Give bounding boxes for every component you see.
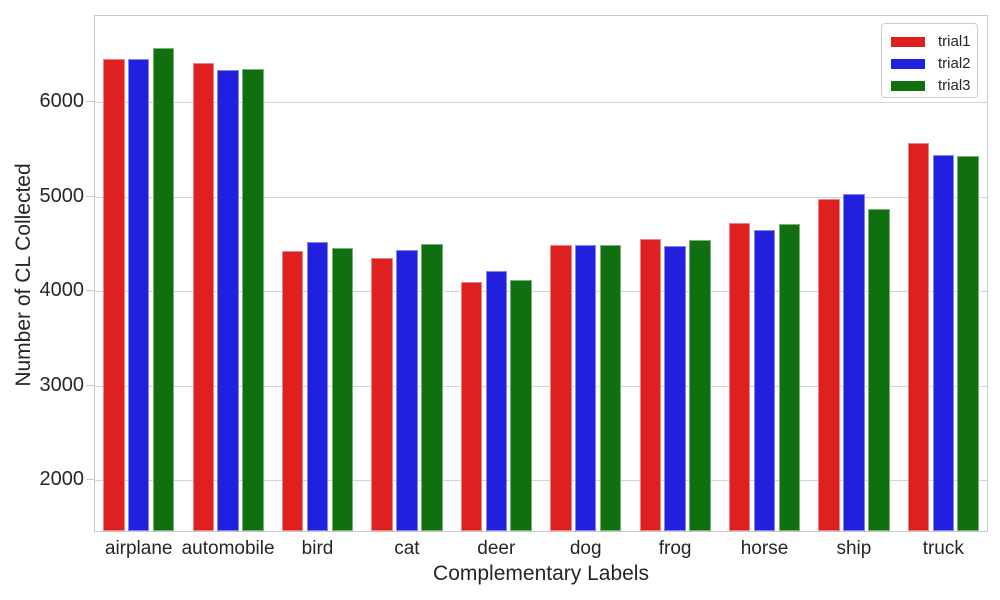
x-tick-label-bird: bird <box>301 538 334 559</box>
gridline-y-6000 <box>95 102 987 103</box>
bar-trial1-cat <box>371 257 393 531</box>
x-tick-label-frog: frog <box>658 538 692 559</box>
bar-trial2-bird <box>306 242 329 531</box>
x-tick-label-airplane: airplane <box>104 538 173 559</box>
legend-item-trial2: trial2 <box>891 53 977 74</box>
bar-trial3-cat <box>421 243 443 531</box>
bar-trial1-dog <box>550 244 572 531</box>
legend-swatch-trial3 <box>891 80 925 91</box>
bar-trial2-ship <box>843 194 865 531</box>
bar-trial2-airplane <box>127 59 150 531</box>
bar-trial1-deer <box>460 282 483 531</box>
legend-label-trial2: trial2 <box>938 55 971 72</box>
bar-trial2-automobile <box>217 70 239 531</box>
bar-trial1-truck <box>907 142 930 531</box>
bar-trial3-automobile <box>242 68 264 531</box>
gridline-y-2000 <box>95 480 987 482</box>
y-tick-label-2000: 2000 <box>39 468 85 491</box>
x-tick-label-deer: deer <box>477 538 516 559</box>
gridline-y-4000 <box>95 291 987 293</box>
bar-trial1-ship <box>818 198 840 531</box>
x-axis-label: Complementary Labels <box>433 562 649 585</box>
gridline-y-5000 <box>95 196 987 198</box>
x-tick-label-horse: horse <box>740 538 789 559</box>
bar-trial1-bird <box>281 250 304 531</box>
bar-trial2-deer <box>485 270 508 531</box>
legend-label-trial3: trial3 <box>938 77 971 94</box>
bar-trial3-dog <box>599 244 622 531</box>
y-tick-label-6000: 6000 <box>39 90 85 112</box>
y-tick-label-4000: 4000 <box>39 279 85 302</box>
legend-swatch-trial2 <box>891 58 925 69</box>
bar-trial3-deer <box>510 279 532 531</box>
bar-trial1-automobile <box>192 63 214 531</box>
y-tick-mark <box>86 290 94 292</box>
y-tick-mark <box>86 195 94 197</box>
bar-trial2-dog <box>574 245 597 531</box>
legend-item-trial1: trial1 <box>891 31 977 52</box>
x-tick-label-ship: ship <box>836 538 872 559</box>
bar-trial3-horse <box>778 224 801 531</box>
bar-trial2-truck <box>932 155 955 531</box>
x-tick-label-dog: dog <box>569 538 602 559</box>
bar-trial1-frog <box>639 239 661 531</box>
y-axis-label: Number of CL Collected <box>12 163 35 387</box>
x-tick-label-cat: cat <box>394 538 420 559</box>
y-tick-label-3000: 3000 <box>39 373 85 396</box>
gridline-y-3000 <box>95 385 987 387</box>
bar-trial1-airplane <box>103 58 125 531</box>
x-tick-label-automobile: automobile <box>181 538 275 559</box>
bar-trial3-truck <box>957 156 979 531</box>
bar-trial3-ship <box>868 208 890 531</box>
bar-trial3-bird <box>331 247 354 531</box>
bar-trial2-cat <box>396 249 418 531</box>
y-tick-mark <box>86 479 94 481</box>
bar-trial2-frog <box>664 245 686 531</box>
legend: trial1 trial2 trial3 <box>881 23 978 98</box>
legend-swatch-trial1 <box>891 36 925 47</box>
bar-trial1-horse <box>728 223 751 531</box>
bar-trial3-frog <box>689 240 711 531</box>
x-tick-label-truck: truck <box>922 538 964 559</box>
legend-label-trial1: trial1 <box>938 33 971 50</box>
y-tick-mark <box>86 384 94 386</box>
bar-trial2-horse <box>753 230 776 531</box>
bar-trial3-airplane <box>152 47 175 531</box>
legend-item-trial3: trial3 <box>891 75 977 96</box>
y-tick-mark <box>86 101 94 102</box>
y-tick-label-5000: 5000 <box>39 184 85 207</box>
